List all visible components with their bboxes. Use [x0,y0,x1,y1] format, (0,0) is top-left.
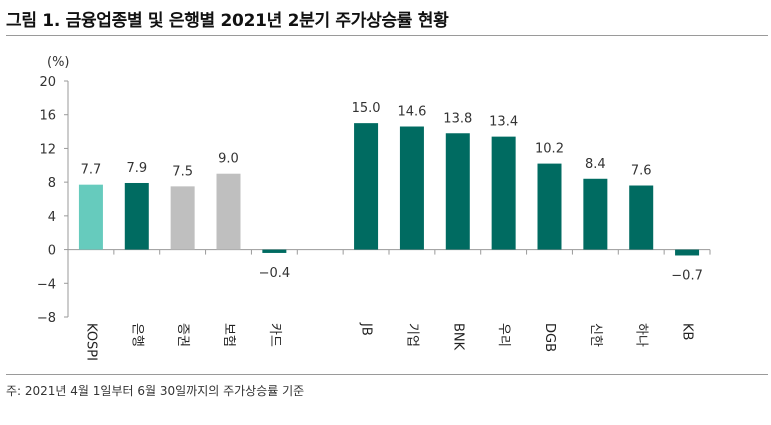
category-label-증권: 증권 [175,323,190,347]
bar-신한 [583,178,608,250]
footnote: 주: 2021년 4월 1일부터 6월 30일까지의 주가상승률 기준 [6,384,305,398]
bar-기업 [399,126,424,250]
category-label-보험: 보험 [221,323,236,347]
bar-증권 [170,186,195,250]
data-label-DGB: 10.2 [535,142,564,157]
bar-보험 [216,173,241,250]
bar-JB [354,123,379,250]
category-label-우리: 우리 [496,323,511,347]
data-label-카드: −0.4 [259,266,291,281]
data-label-우리: 13.4 [489,115,518,130]
y-tick-label: 16 [39,109,56,124]
data-label-보험: 9.0 [218,152,239,167]
data-label-기업: 14.6 [397,105,426,120]
category-label-하나: 하나 [634,323,649,347]
bar-우리 [491,136,516,250]
category-label-기업: 기업 [404,323,419,347]
category-label-KB: KB [680,323,695,340]
bar-KOSPI [78,184,103,250]
bar-은행 [124,182,149,250]
data-label-JB: 15.0 [352,101,381,116]
data-label-증권: 7.5 [172,164,193,179]
bar-KB [675,249,700,256]
y-axis-unit: (%) [47,55,70,70]
category-label-BNK: BNK [450,323,465,351]
y-tick-label: 8 [48,176,56,191]
y-tick-label: 20 [39,75,56,90]
bar-하나 [629,185,654,250]
data-label-은행: 7.9 [126,161,147,176]
category-label-KOSPI: KOSPI [83,323,98,361]
data-label-KB: −0.7 [671,268,703,283]
y-tick-label: 12 [39,142,56,157]
data-label-신한: 8.4 [585,157,606,172]
footnote-divider [6,374,768,375]
title-divider [6,35,768,36]
category-label-은행: 은행 [129,323,145,347]
data-label-하나: 7.6 [631,164,652,179]
data-label-BNK: 13.8 [443,111,472,126]
chart-title: 그림 1. 금융업종별 및 은행별 2021년 2분기 주가상승률 현황 [6,11,449,31]
category-label-JB: JB [359,322,374,336]
y-tick-label: −8 [37,311,56,326]
category-label-신한: 신한 [588,323,603,347]
y-tick-label: 0 [48,244,56,259]
y-tick-label: 4 [48,210,56,225]
category-label-카드: 카드 [267,323,282,347]
bar-DGB [537,163,562,250]
data-label-KOSPI: 7.7 [81,163,102,178]
category-label-DGB: DGB [542,323,557,352]
bar-chart: (%) 20 16 12 8 4 0 −4 −8 7.7 KOSPI 7.9 은행 7.5 증권 9.0 보험 −… [37,55,711,361]
bar-BNK [445,133,470,250]
y-tick-label: −4 [37,277,56,292]
bar-카드 [262,249,287,253]
